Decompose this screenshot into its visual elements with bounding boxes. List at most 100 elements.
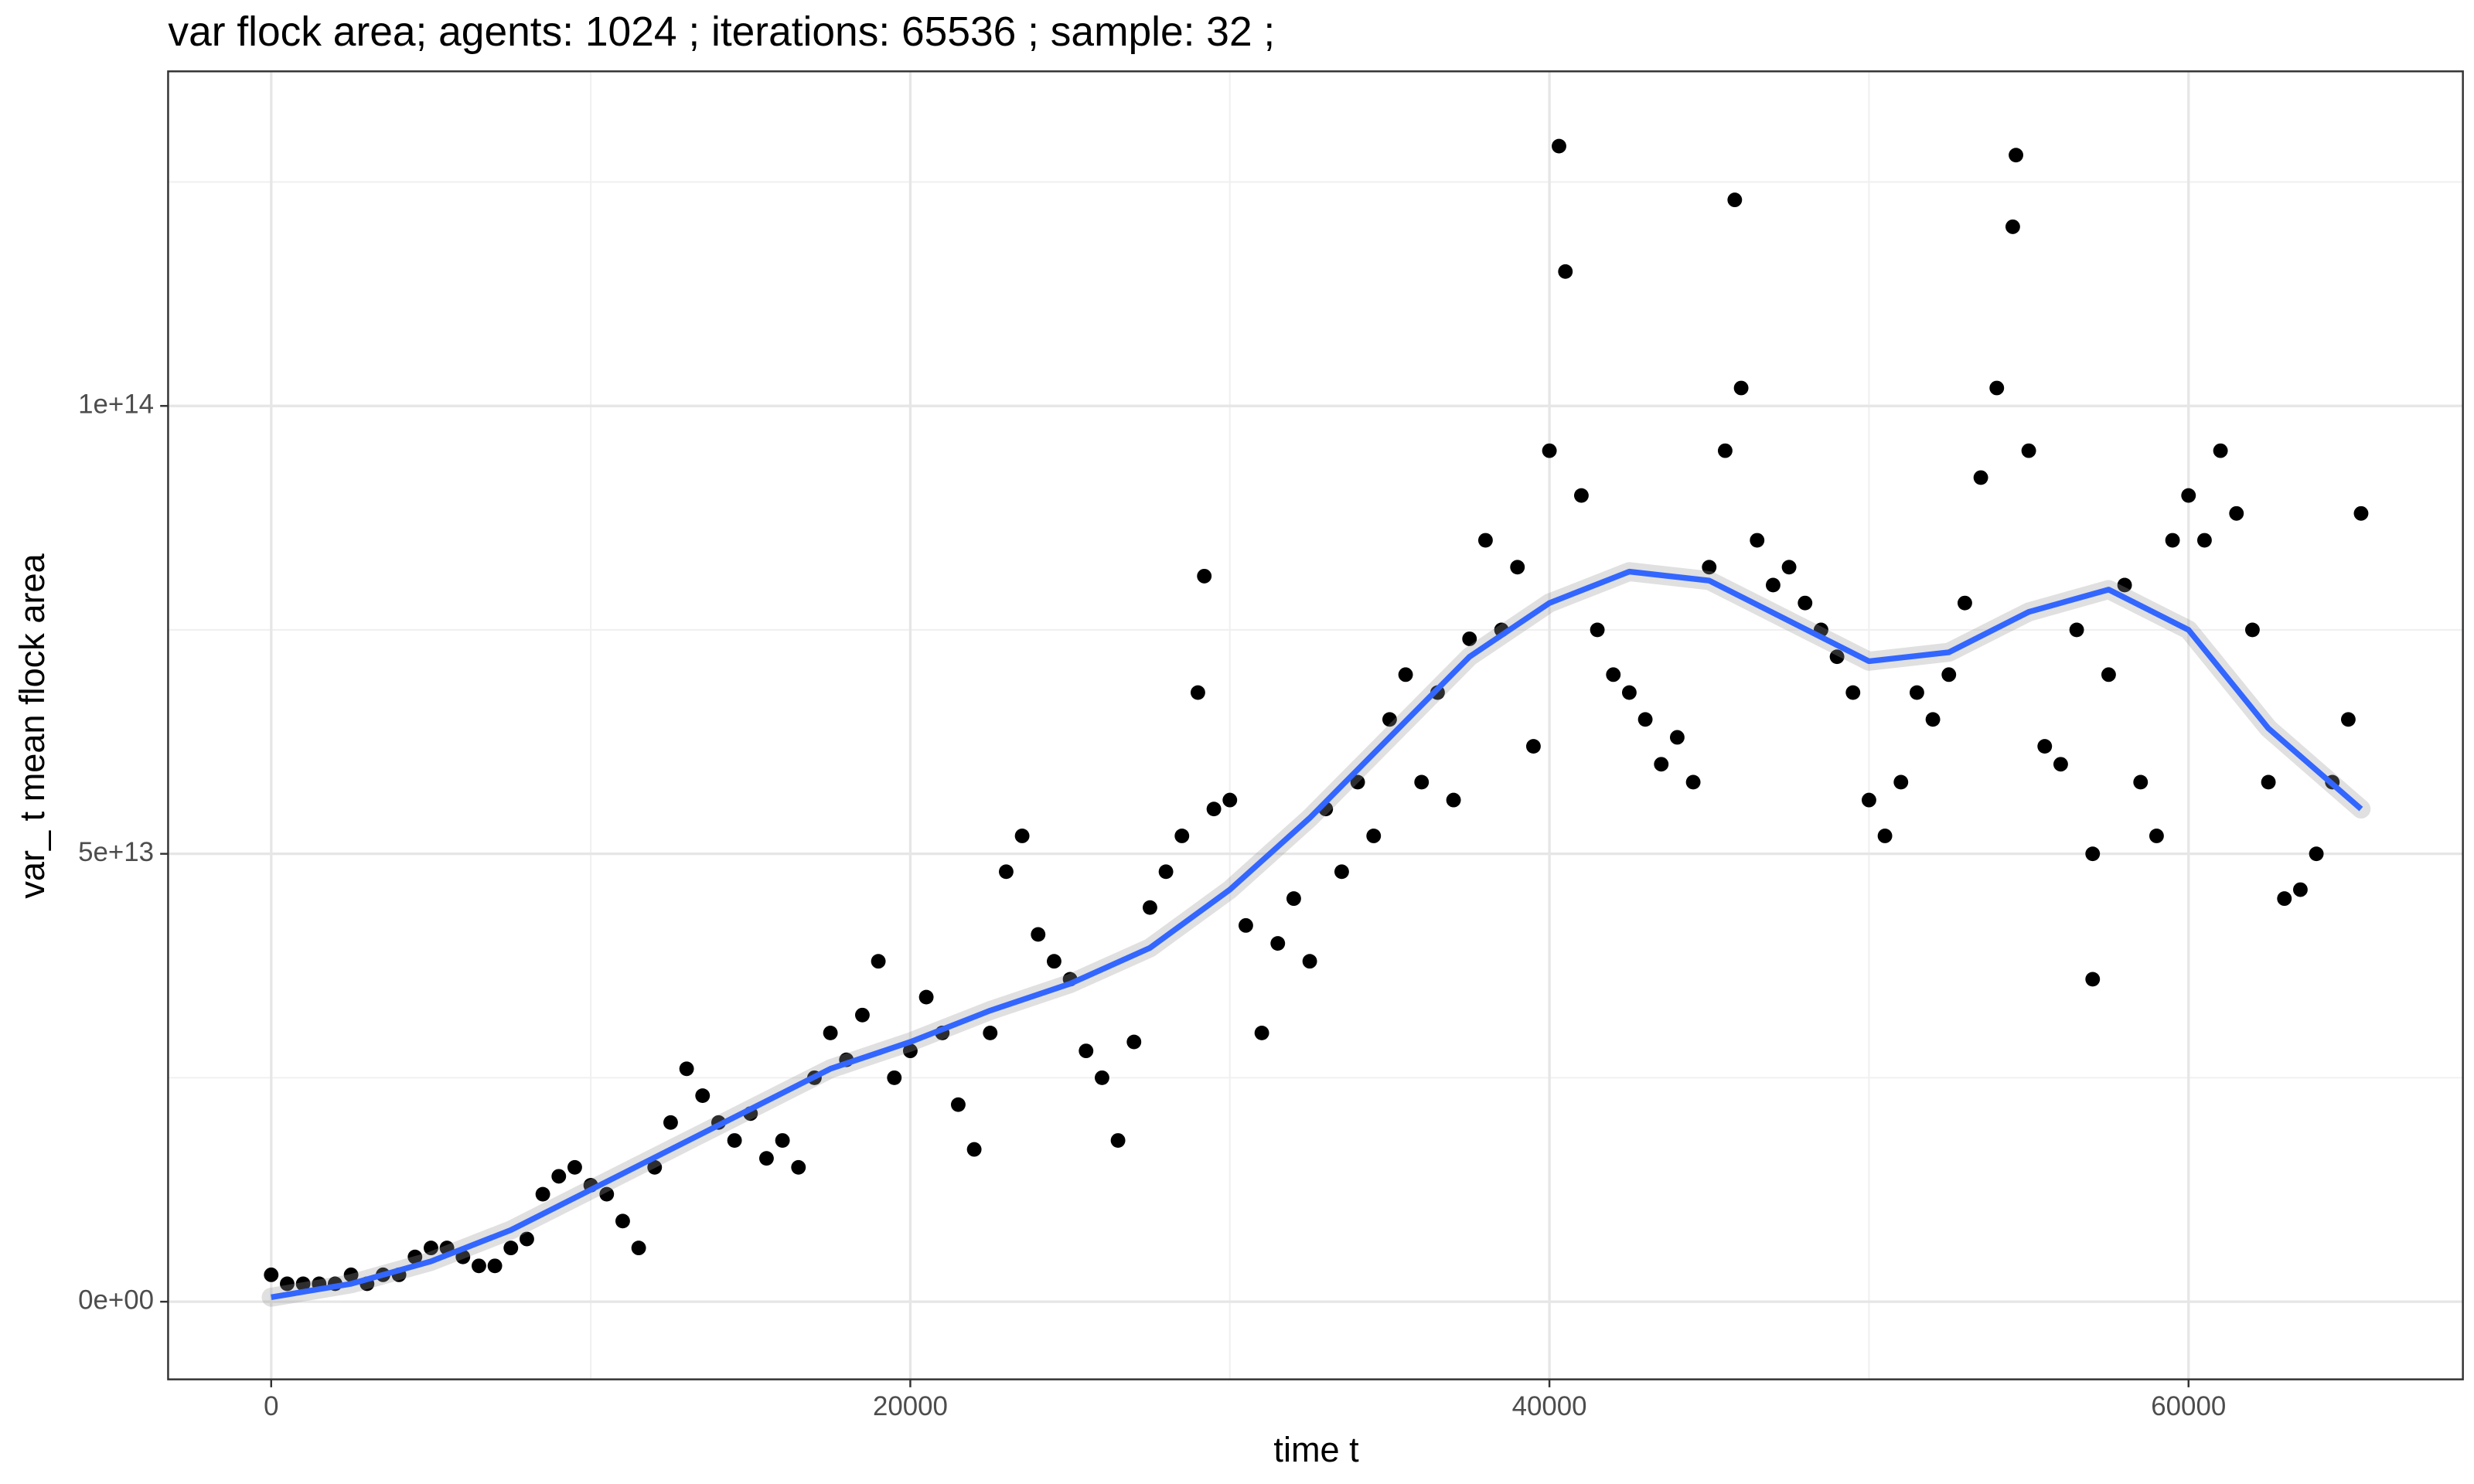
data-point — [2117, 577, 2132, 593]
x-tick-label: 0 — [264, 1391, 278, 1421]
data-point — [918, 989, 934, 1005]
x-tick-label: 20000 — [873, 1391, 948, 1421]
data-point — [1861, 792, 1876, 808]
data-point — [903, 1043, 918, 1059]
data-point — [1750, 533, 1765, 548]
panel-border — [167, 70, 2464, 1380]
data-point — [2229, 505, 2244, 521]
data-point — [679, 1061, 694, 1077]
data-point — [567, 1159, 582, 1175]
data-point — [1462, 631, 1477, 646]
data-point — [551, 1169, 567, 1184]
y-tick-label: 0e+00 — [78, 1285, 154, 1315]
data-point — [2213, 443, 2228, 458]
data-point — [759, 1151, 774, 1166]
data-point — [966, 1142, 982, 1157]
data-point — [727, 1133, 742, 1148]
data-point — [1957, 595, 1972, 611]
data-point — [1941, 667, 1957, 682]
data-point — [871, 954, 886, 969]
data-point — [1654, 757, 1669, 772]
data-point — [2244, 622, 2260, 638]
data-point — [1014, 829, 1030, 843]
data-point — [2009, 148, 2023, 163]
data-point — [1382, 712, 1397, 727]
data-point — [1197, 568, 1212, 584]
smooth-line — [271, 568, 2363, 1300]
data-point — [1031, 927, 1046, 942]
data-point — [2053, 757, 2068, 772]
data-point — [1781, 560, 1797, 575]
marks — [261, 138, 2371, 1307]
data-point — [1685, 774, 1701, 790]
data-point — [2085, 972, 2101, 987]
data-point — [1733, 380, 1749, 396]
data-point — [1254, 1026, 1269, 1040]
data-point — [1552, 138, 1566, 154]
data-point — [1477, 533, 1493, 548]
data-point — [2101, 667, 2116, 682]
data-point — [2133, 774, 2149, 790]
data-point — [1765, 577, 1781, 593]
data-point — [1446, 792, 1461, 808]
data-point — [1606, 667, 1621, 682]
data-point — [1798, 595, 1813, 611]
data-point — [599, 1186, 615, 1202]
data-point — [487, 1258, 503, 1274]
grid — [168, 71, 2463, 1380]
data-point — [1973, 470, 1988, 485]
data-point — [1702, 560, 1717, 575]
x-tick-label: 40000 — [1512, 1391, 1587, 1421]
data-point — [823, 1026, 838, 1040]
data-point — [1142, 900, 1157, 915]
data-point — [998, 864, 1014, 880]
data-point — [1510, 560, 1525, 575]
data-point — [1845, 685, 1861, 700]
data-point — [2309, 846, 2324, 862]
data-point — [663, 1115, 678, 1130]
data-point — [887, 1070, 902, 1085]
data-point — [1829, 649, 1845, 665]
data-point — [1925, 712, 1941, 727]
y-tick-label: 5e+13 — [78, 837, 154, 867]
data-point — [1174, 829, 1190, 843]
data-point — [983, 1026, 998, 1040]
data-point — [1206, 802, 1222, 817]
data-point — [950, 1097, 966, 1112]
data-point — [1877, 829, 1893, 843]
data-point — [615, 1213, 630, 1229]
data-point — [1222, 792, 1238, 808]
data-point — [1238, 917, 1253, 933]
data-point — [280, 1276, 295, 1292]
data-point — [1270, 936, 1286, 951]
data-point — [1094, 1070, 1109, 1085]
data-point — [1590, 622, 1605, 638]
data-point — [647, 1159, 663, 1175]
data-point — [407, 1249, 423, 1264]
data-point — [2005, 219, 2020, 234]
data-point — [1110, 1133, 1126, 1148]
data-point — [695, 1088, 711, 1104]
data-point — [1398, 667, 1413, 682]
data-point — [1669, 730, 1685, 745]
data-point — [791, 1159, 806, 1175]
data-point — [1079, 1043, 1094, 1059]
data-point — [1989, 380, 2005, 396]
data-point — [472, 1258, 486, 1274]
data-point — [2181, 488, 2196, 503]
data-point — [343, 1267, 359, 1282]
data-point — [1286, 891, 1301, 907]
data-point — [775, 1133, 790, 1148]
data-point — [1573, 488, 1589, 503]
data-point — [503, 1241, 519, 1256]
data-point — [2353, 505, 2369, 521]
y-tick-label: 1e+14 — [78, 389, 154, 419]
data-point — [2261, 774, 2276, 790]
data-point — [1542, 443, 1557, 458]
data-point — [2340, 712, 2356, 727]
data-point — [1727, 192, 1743, 208]
data-point — [2021, 443, 2036, 458]
